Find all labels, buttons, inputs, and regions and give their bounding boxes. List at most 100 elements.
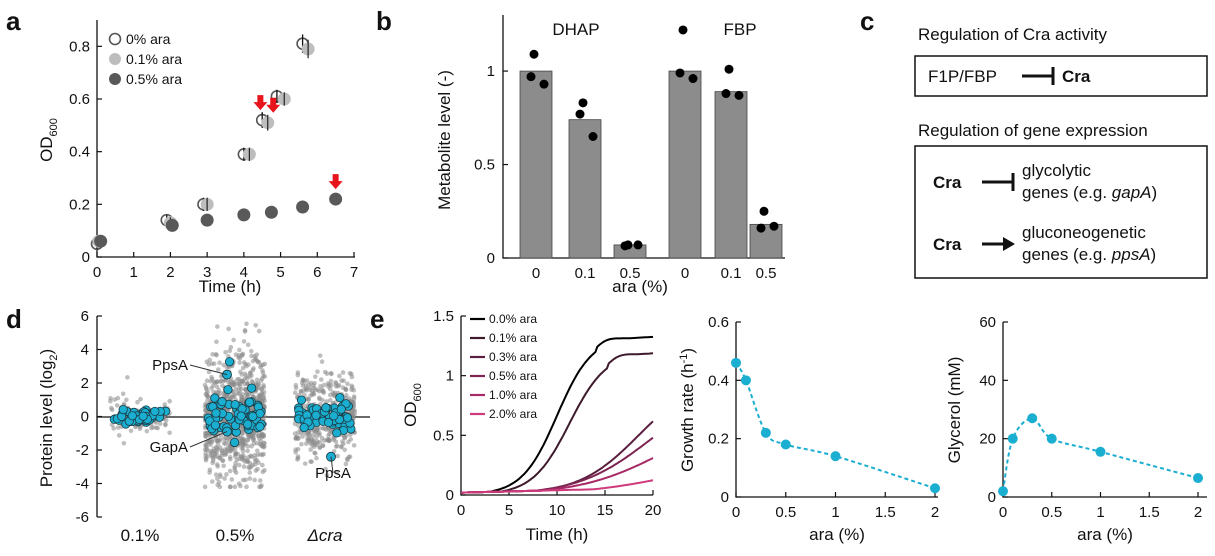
y-tick-label: 0.5: [433, 427, 454, 444]
protein-point: [244, 321, 249, 327]
protein-point: [243, 361, 248, 367]
protein-point: [214, 339, 219, 345]
glycolytic-label: glycolytic: [1022, 161, 1091, 180]
protein-point: [162, 402, 168, 407]
y-tick-label: 40: [979, 372, 996, 389]
protein-point: [326, 433, 331, 438]
protein-point: [207, 467, 213, 473]
cra-label-2: Cra: [933, 173, 962, 192]
point-0.5pct-ara: [296, 200, 310, 214]
panel-label-e: e: [370, 304, 384, 334]
protein-point: [241, 464, 247, 469]
protein-point: [221, 362, 227, 368]
protein-point: [318, 377, 324, 382]
data-point: [1095, 446, 1106, 457]
protein-point: [247, 476, 253, 481]
protein-point: [262, 374, 268, 379]
protein-point: [246, 464, 251, 470]
protein-point: [151, 425, 156, 430]
x-tick-label: 0.5: [756, 265, 777, 282]
y-tick-label: 0: [721, 489, 729, 506]
y-ticks-e3: 0 20 40 60: [979, 314, 1008, 506]
legend-e1: 0.0% ara 0.1% ara 0.3% ara 0.5% ara 1.0% ara…: [470, 312, 537, 421]
protein-point: [306, 382, 312, 387]
protein-point: [217, 484, 223, 490]
protein-point: [212, 454, 218, 460]
x-tick-label: 6: [313, 264, 321, 281]
protein-point: [214, 352, 219, 358]
protein-point: [227, 348, 233, 354]
protein-point: [209, 374, 214, 380]
protein-point: [214, 384, 220, 390]
protein-point-highlighted: [323, 417, 334, 428]
x-ticks-d: 0.1% 0.5% Δcra: [121, 526, 343, 545]
y-tick-label: 4: [81, 342, 89, 359]
protein-point: [252, 477, 257, 483]
protein-point-highlighted: [299, 422, 309, 433]
bar: [749, 223, 783, 259]
x-tick-label: 4: [240, 264, 248, 281]
protein-point: [317, 426, 322, 431]
protein-point: [210, 460, 215, 466]
protein-point: [219, 449, 225, 454]
protein-point: [340, 370, 346, 375]
replicate-point: [620, 241, 630, 251]
protein-point: [261, 444, 267, 450]
x-axis-label-e1: Time (h): [526, 525, 589, 544]
protein-point: [249, 348, 254, 354]
protein-point: [328, 397, 333, 403]
axes-e3: [1002, 322, 1207, 498]
y-tick-label: 0.4: [69, 144, 90, 161]
protein-point-highlighted: [230, 399, 240, 410]
protein-point: [293, 449, 298, 455]
x-ticks-a: 0 1 2 3 4 5 6 7: [93, 252, 358, 281]
protein-point: [213, 472, 219, 477]
x-tick-label: 20: [645, 502, 662, 519]
protein-point: [203, 442, 208, 447]
protein-point: [244, 484, 249, 490]
protein-point: [315, 387, 320, 393]
protein-point: [312, 451, 318, 456]
x-tick-label: 0: [681, 265, 689, 282]
protein-point: [310, 432, 316, 438]
chart-e-growth: 0 0.5 1 1.5 2 0 0.2 0.4 0.6 ara (%) Growth rate…: [678, 314, 940, 544]
data-point: [731, 357, 741, 368]
y-tick-label: 1: [487, 63, 495, 80]
cra-activity-box: [914, 55, 1208, 97]
protein-point: [342, 447, 347, 453]
x-tick-label: 0.5: [620, 265, 641, 282]
protein-point: [232, 394, 237, 399]
protein-point: [245, 342, 251, 348]
protein-point: [295, 423, 301, 428]
replicate-point: [724, 64, 734, 74]
y-tick-label: 60: [979, 314, 996, 331]
protein-point: [352, 408, 358, 414]
data-point: [1193, 473, 1203, 484]
bar: [714, 91, 748, 259]
protein-point: [259, 483, 264, 488]
data-point: [740, 375, 751, 386]
replicate-point: [575, 109, 585, 119]
legend-label: 1.0% ara: [489, 388, 537, 402]
cra-activity-title: Regulation of Cra activity: [918, 25, 1107, 44]
protein-point: [209, 439, 215, 445]
protein-point: [311, 390, 316, 396]
y-tick-label: 0.5: [474, 157, 495, 174]
protein-point: [238, 386, 244, 392]
red-arrow: [253, 95, 268, 111]
protein-point: [218, 474, 223, 479]
plot-e2: [731, 357, 940, 494]
protein-point: [124, 397, 129, 403]
protein-point: [222, 476, 227, 481]
protein-point: [321, 382, 327, 388]
protein-point: [233, 460, 238, 466]
points-a: [90, 34, 343, 251]
bar: [568, 119, 602, 259]
bars-b: DHAP 0 0.1 0.5 FBP 0 0.1 0.5: [519, 20, 783, 282]
protein-point: [256, 359, 262, 365]
x-tick-label: 0.1: [721, 265, 742, 282]
protein-point: [262, 398, 267, 404]
data-point: [1027, 413, 1038, 424]
